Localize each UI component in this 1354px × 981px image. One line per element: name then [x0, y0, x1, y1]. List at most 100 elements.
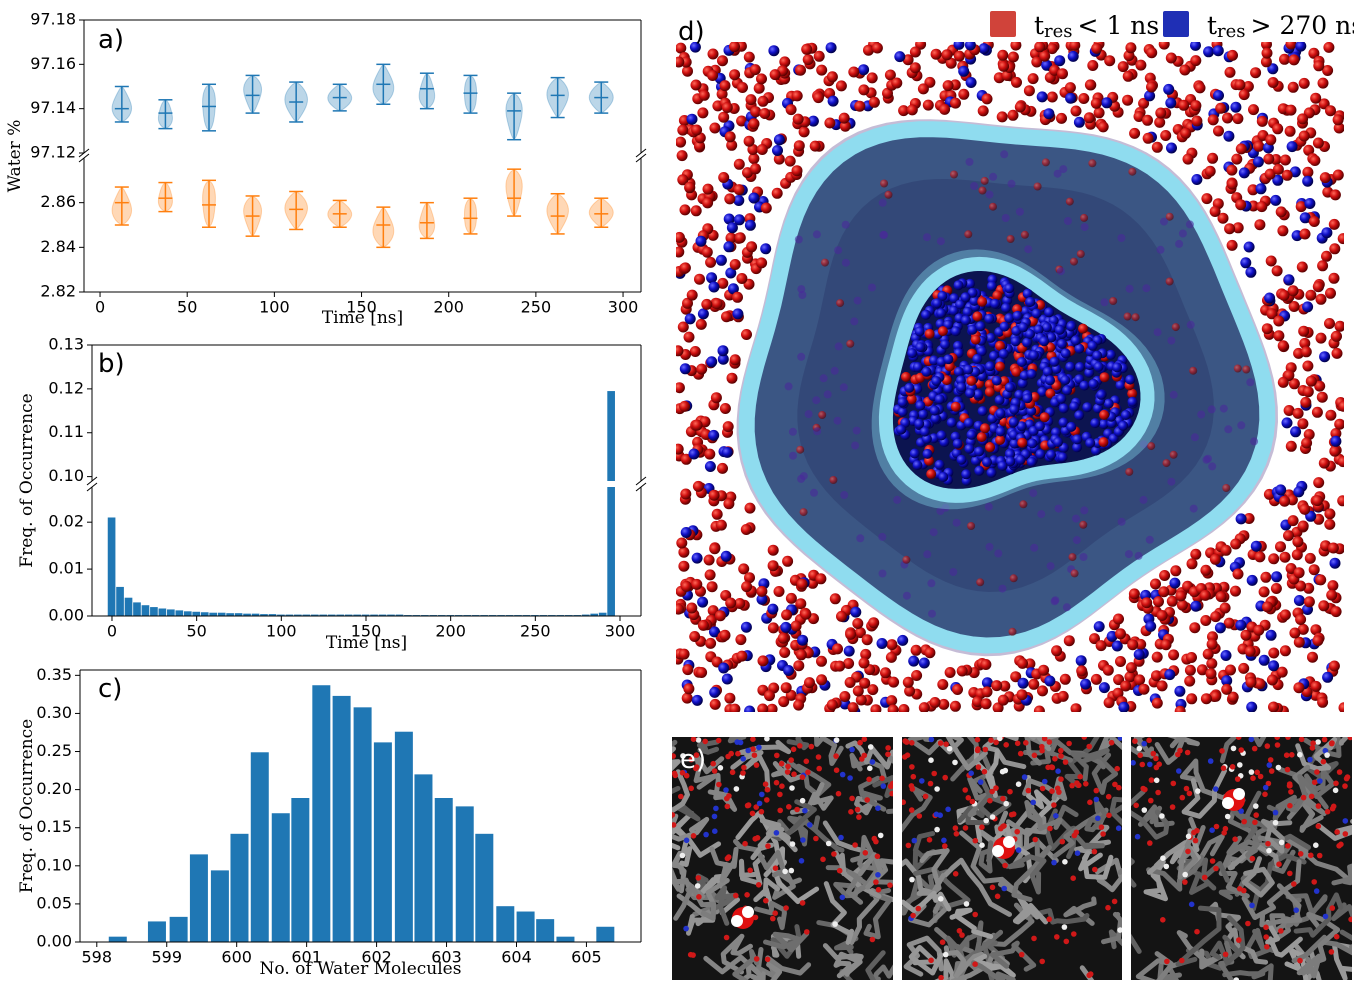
lipid-chain — [749, 962, 783, 980]
water-dot — [1307, 651, 1318, 663]
water-dot — [999, 321, 1010, 332]
water-dot — [1151, 670, 1162, 682]
water-dot — [1007, 51, 1019, 63]
water-dot — [737, 82, 748, 93]
x-tick-label: 100 — [259, 298, 290, 317]
water-dot — [973, 389, 984, 400]
water-dot — [1318, 600, 1330, 612]
x-tick-label: 599 — [151, 948, 182, 967]
atom — [981, 768, 988, 775]
water-dot — [960, 315, 971, 326]
atom — [1347, 737, 1352, 741]
water-dot — [1330, 606, 1342, 618]
water-dot — [834, 246, 843, 255]
atom — [1041, 737, 1048, 742]
x-tick-label: 150 — [346, 298, 377, 317]
lipid-chain — [1108, 929, 1122, 950]
atom — [847, 775, 853, 781]
atom — [696, 894, 702, 900]
water-dot — [813, 50, 825, 62]
atom — [1093, 796, 1100, 803]
atom — [939, 939, 946, 945]
water-dot — [1050, 597, 1059, 606]
atom — [952, 759, 958, 766]
water-dot — [928, 609, 936, 618]
water-dot — [976, 346, 987, 357]
water-dot — [948, 305, 959, 316]
water-dot — [807, 577, 819, 589]
water-dot — [1293, 595, 1305, 606]
water-dot — [1091, 42, 1103, 54]
water-dot — [1166, 142, 1177, 154]
water-dot — [736, 273, 748, 284]
lipid-chain — [709, 885, 739, 926]
water-dot — [1022, 288, 1033, 299]
atom — [1285, 843, 1291, 849]
water-dot — [690, 79, 702, 91]
water-dot — [1287, 81, 1299, 93]
water-dot — [729, 354, 741, 366]
water-dot — [1324, 508, 1336, 520]
atom — [683, 925, 689, 932]
water-dot — [1331, 330, 1342, 342]
lipid-chain — [1138, 804, 1175, 828]
y-tick-label: 97.18 — [30, 10, 76, 29]
water-dot — [1112, 362, 1123, 373]
atom — [825, 840, 832, 847]
atom — [1182, 871, 1188, 878]
water-dot — [1007, 109, 1019, 121]
water-dot — [1028, 350, 1039, 361]
water-dot — [780, 682, 792, 694]
atom — [690, 737, 697, 742]
water-dot — [1201, 193, 1213, 205]
water-dot — [1310, 92, 1322, 104]
water-dot — [1122, 94, 1134, 106]
bar — [260, 614, 268, 616]
water-dot — [1312, 281, 1324, 293]
water-dot — [792, 113, 804, 125]
water-dot — [969, 295, 980, 306]
water-dot — [850, 317, 859, 326]
water-dot — [724, 692, 736, 704]
atom — [1046, 739, 1053, 745]
axis-break — [78, 153, 90, 163]
water-dot — [1118, 701, 1130, 712]
water-dot — [1258, 654, 1270, 666]
water-dot — [1010, 671, 1022, 683]
water-dot — [893, 495, 902, 504]
atom — [820, 856, 826, 863]
atom — [717, 765, 724, 771]
atom — [724, 803, 731, 810]
y-tick-label: 2.86 — [40, 192, 76, 211]
water-dot — [679, 363, 691, 375]
water-dot — [1117, 234, 1126, 242]
water-dot — [997, 460, 1008, 471]
water-dot — [1330, 435, 1342, 447]
water-dot — [825, 42, 837, 54]
atom — [972, 911, 978, 918]
water-dot — [1197, 410, 1206, 419]
atom — [770, 915, 776, 922]
water-dot — [1319, 351, 1331, 363]
water-hydrogen — [1222, 797, 1234, 809]
water-dot — [876, 638, 888, 649]
atom — [937, 740, 944, 746]
water-dot — [929, 355, 939, 366]
axis-break — [635, 476, 647, 486]
water-dot — [1204, 165, 1216, 177]
lipid-chain — [857, 852, 893, 890]
water-dot — [1317, 696, 1329, 708]
atom — [804, 929, 810, 935]
atom — [849, 795, 855, 802]
atom — [997, 737, 1003, 742]
water-dot — [1018, 322, 1029, 333]
water-dot — [931, 376, 942, 386]
water-dot — [777, 632, 789, 644]
atom — [1051, 802, 1057, 808]
lipid-chain — [966, 737, 980, 764]
atom — [1342, 783, 1348, 789]
water-dot — [733, 195, 745, 206]
panel-label: d) — [678, 17, 705, 47]
water-dot — [815, 573, 827, 585]
water-dot — [1155, 107, 1167, 119]
